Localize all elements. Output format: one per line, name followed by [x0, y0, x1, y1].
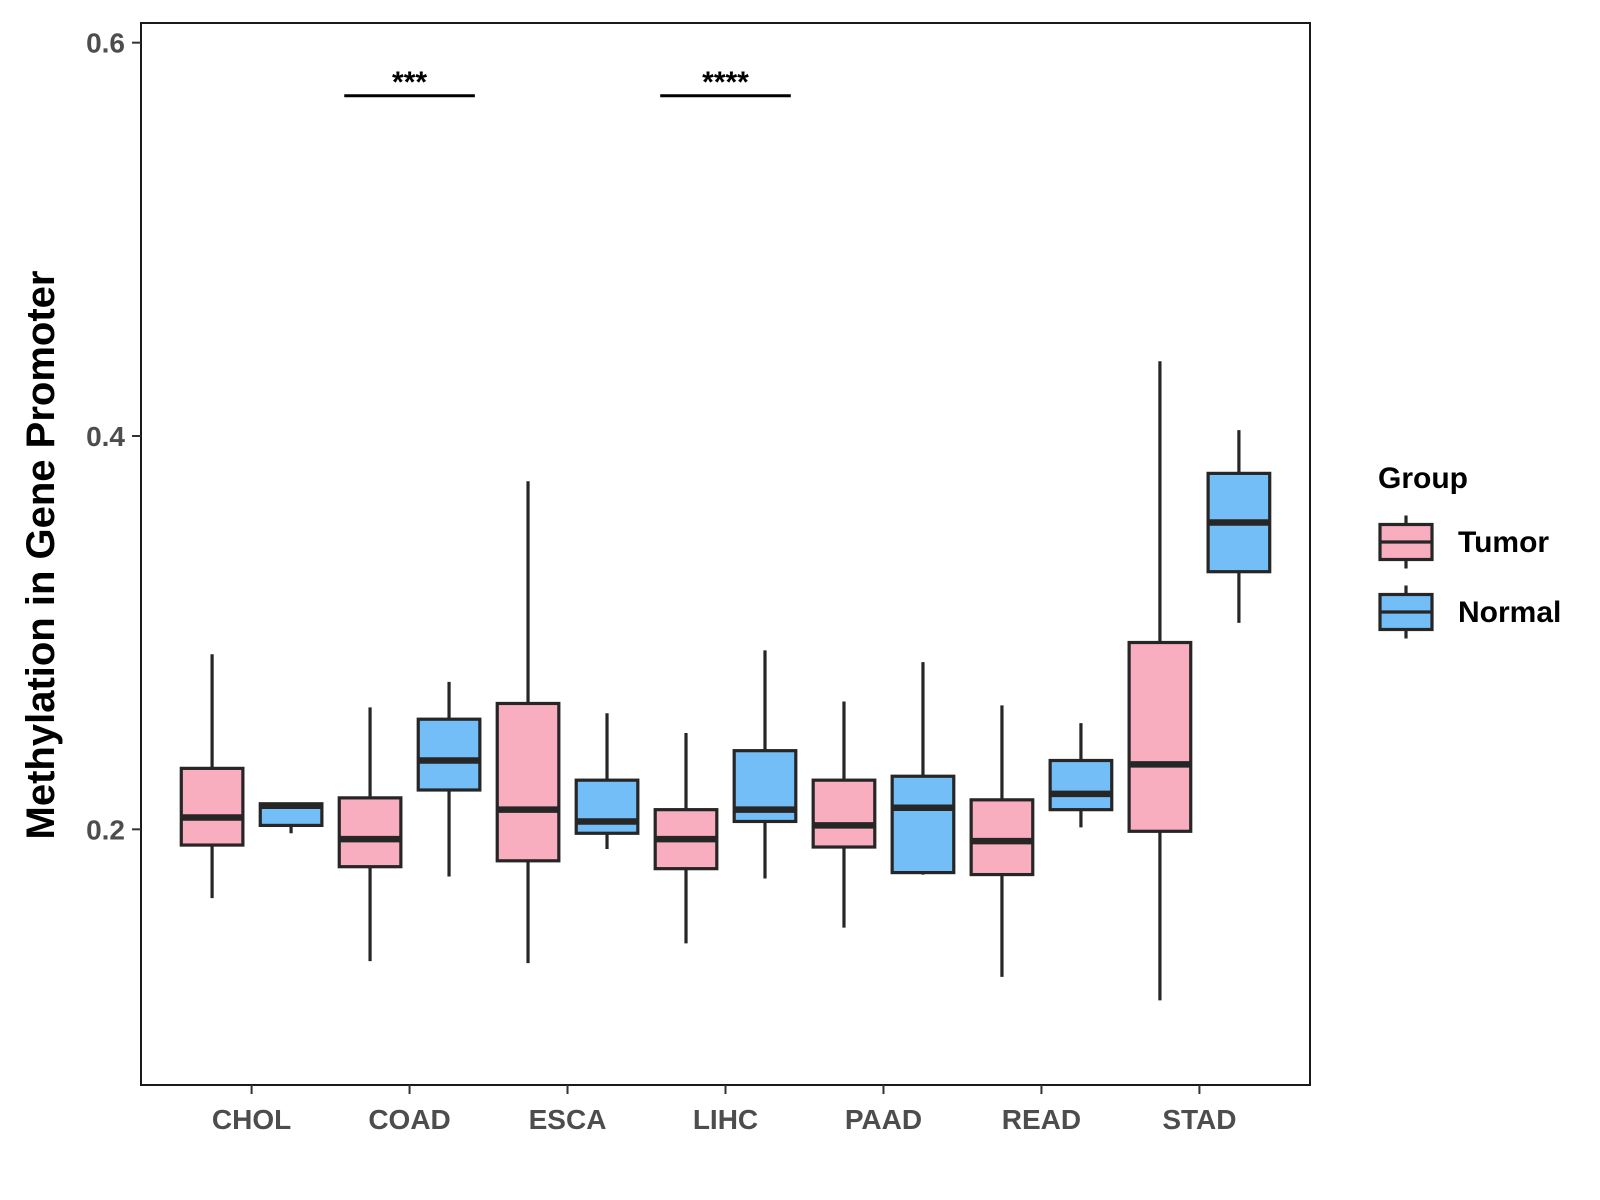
box-body	[969, 798, 1035, 877]
legend: Group Tumor Normal	[1378, 462, 1561, 639]
box-body	[495, 701, 561, 863]
box-body	[1127, 640, 1193, 833]
box-tumor-coad	[337, 707, 403, 962]
box-normal-paad	[890, 662, 956, 875]
series-tumor	[179, 361, 1193, 1001]
box-tumor-read	[969, 705, 1035, 977]
box-normal-stad	[1206, 430, 1272, 623]
legend-key-tumor	[1378, 515, 1434, 569]
significance-label: ****	[702, 66, 749, 99]
box-normal-coad	[416, 681, 482, 877]
x-tick-label: CHOL	[212, 1104, 291, 1135]
x-tick-label: LIHC	[693, 1104, 758, 1135]
y-axis: 0.2 0.4 0.6	[86, 28, 141, 845]
box-tumor-esca	[495, 481, 561, 964]
y-tick-label: 0.4	[86, 421, 125, 452]
box-tumor-paad	[811, 701, 877, 928]
y-tick-label: 0.6	[86, 28, 125, 59]
legend-key-normal	[1378, 585, 1434, 639]
x-tick-label: PAAD	[845, 1104, 922, 1135]
box-normal-lihc	[732, 650, 798, 879]
box-normal-chol	[258, 802, 324, 834]
series-normal	[258, 430, 1272, 879]
box-tumor-stad	[1127, 361, 1193, 1001]
box-body	[179, 766, 245, 847]
y-axis-title: Methylation in Gene Promoter	[19, 271, 63, 840]
legend-label-tumor: Tumor	[1458, 526, 1549, 559]
box-body	[1048, 758, 1114, 812]
x-tick-label: ESCA	[529, 1104, 607, 1135]
box-body	[890, 774, 956, 875]
significance-label: ***	[392, 66, 427, 99]
legend-title: Group	[1378, 462, 1468, 495]
plot-panel	[140, 22, 1311, 1086]
box-normal-esca	[574, 713, 640, 849]
box-body	[416, 717, 482, 792]
x-tick-label: STAD	[1162, 1104, 1236, 1135]
x-tick-label: READ	[1002, 1104, 1081, 1135]
x-tick-label: COAD	[368, 1104, 450, 1135]
box-series	[179, 361, 1272, 1001]
box-body	[811, 778, 877, 849]
y-tick-label: 0.2	[86, 814, 125, 845]
box-body	[574, 778, 640, 835]
x-axis: CHOL COAD ESCA LIHC PAAD READ STAD	[212, 1085, 1236, 1135]
box-tumor-chol	[179, 654, 245, 899]
legend-label-normal: Normal	[1458, 596, 1561, 629]
box-tumor-lihc	[653, 732, 719, 944]
significance-annotations: *** ****	[344, 66, 791, 99]
box-body	[337, 796, 403, 869]
box-normal-read	[1048, 723, 1114, 828]
